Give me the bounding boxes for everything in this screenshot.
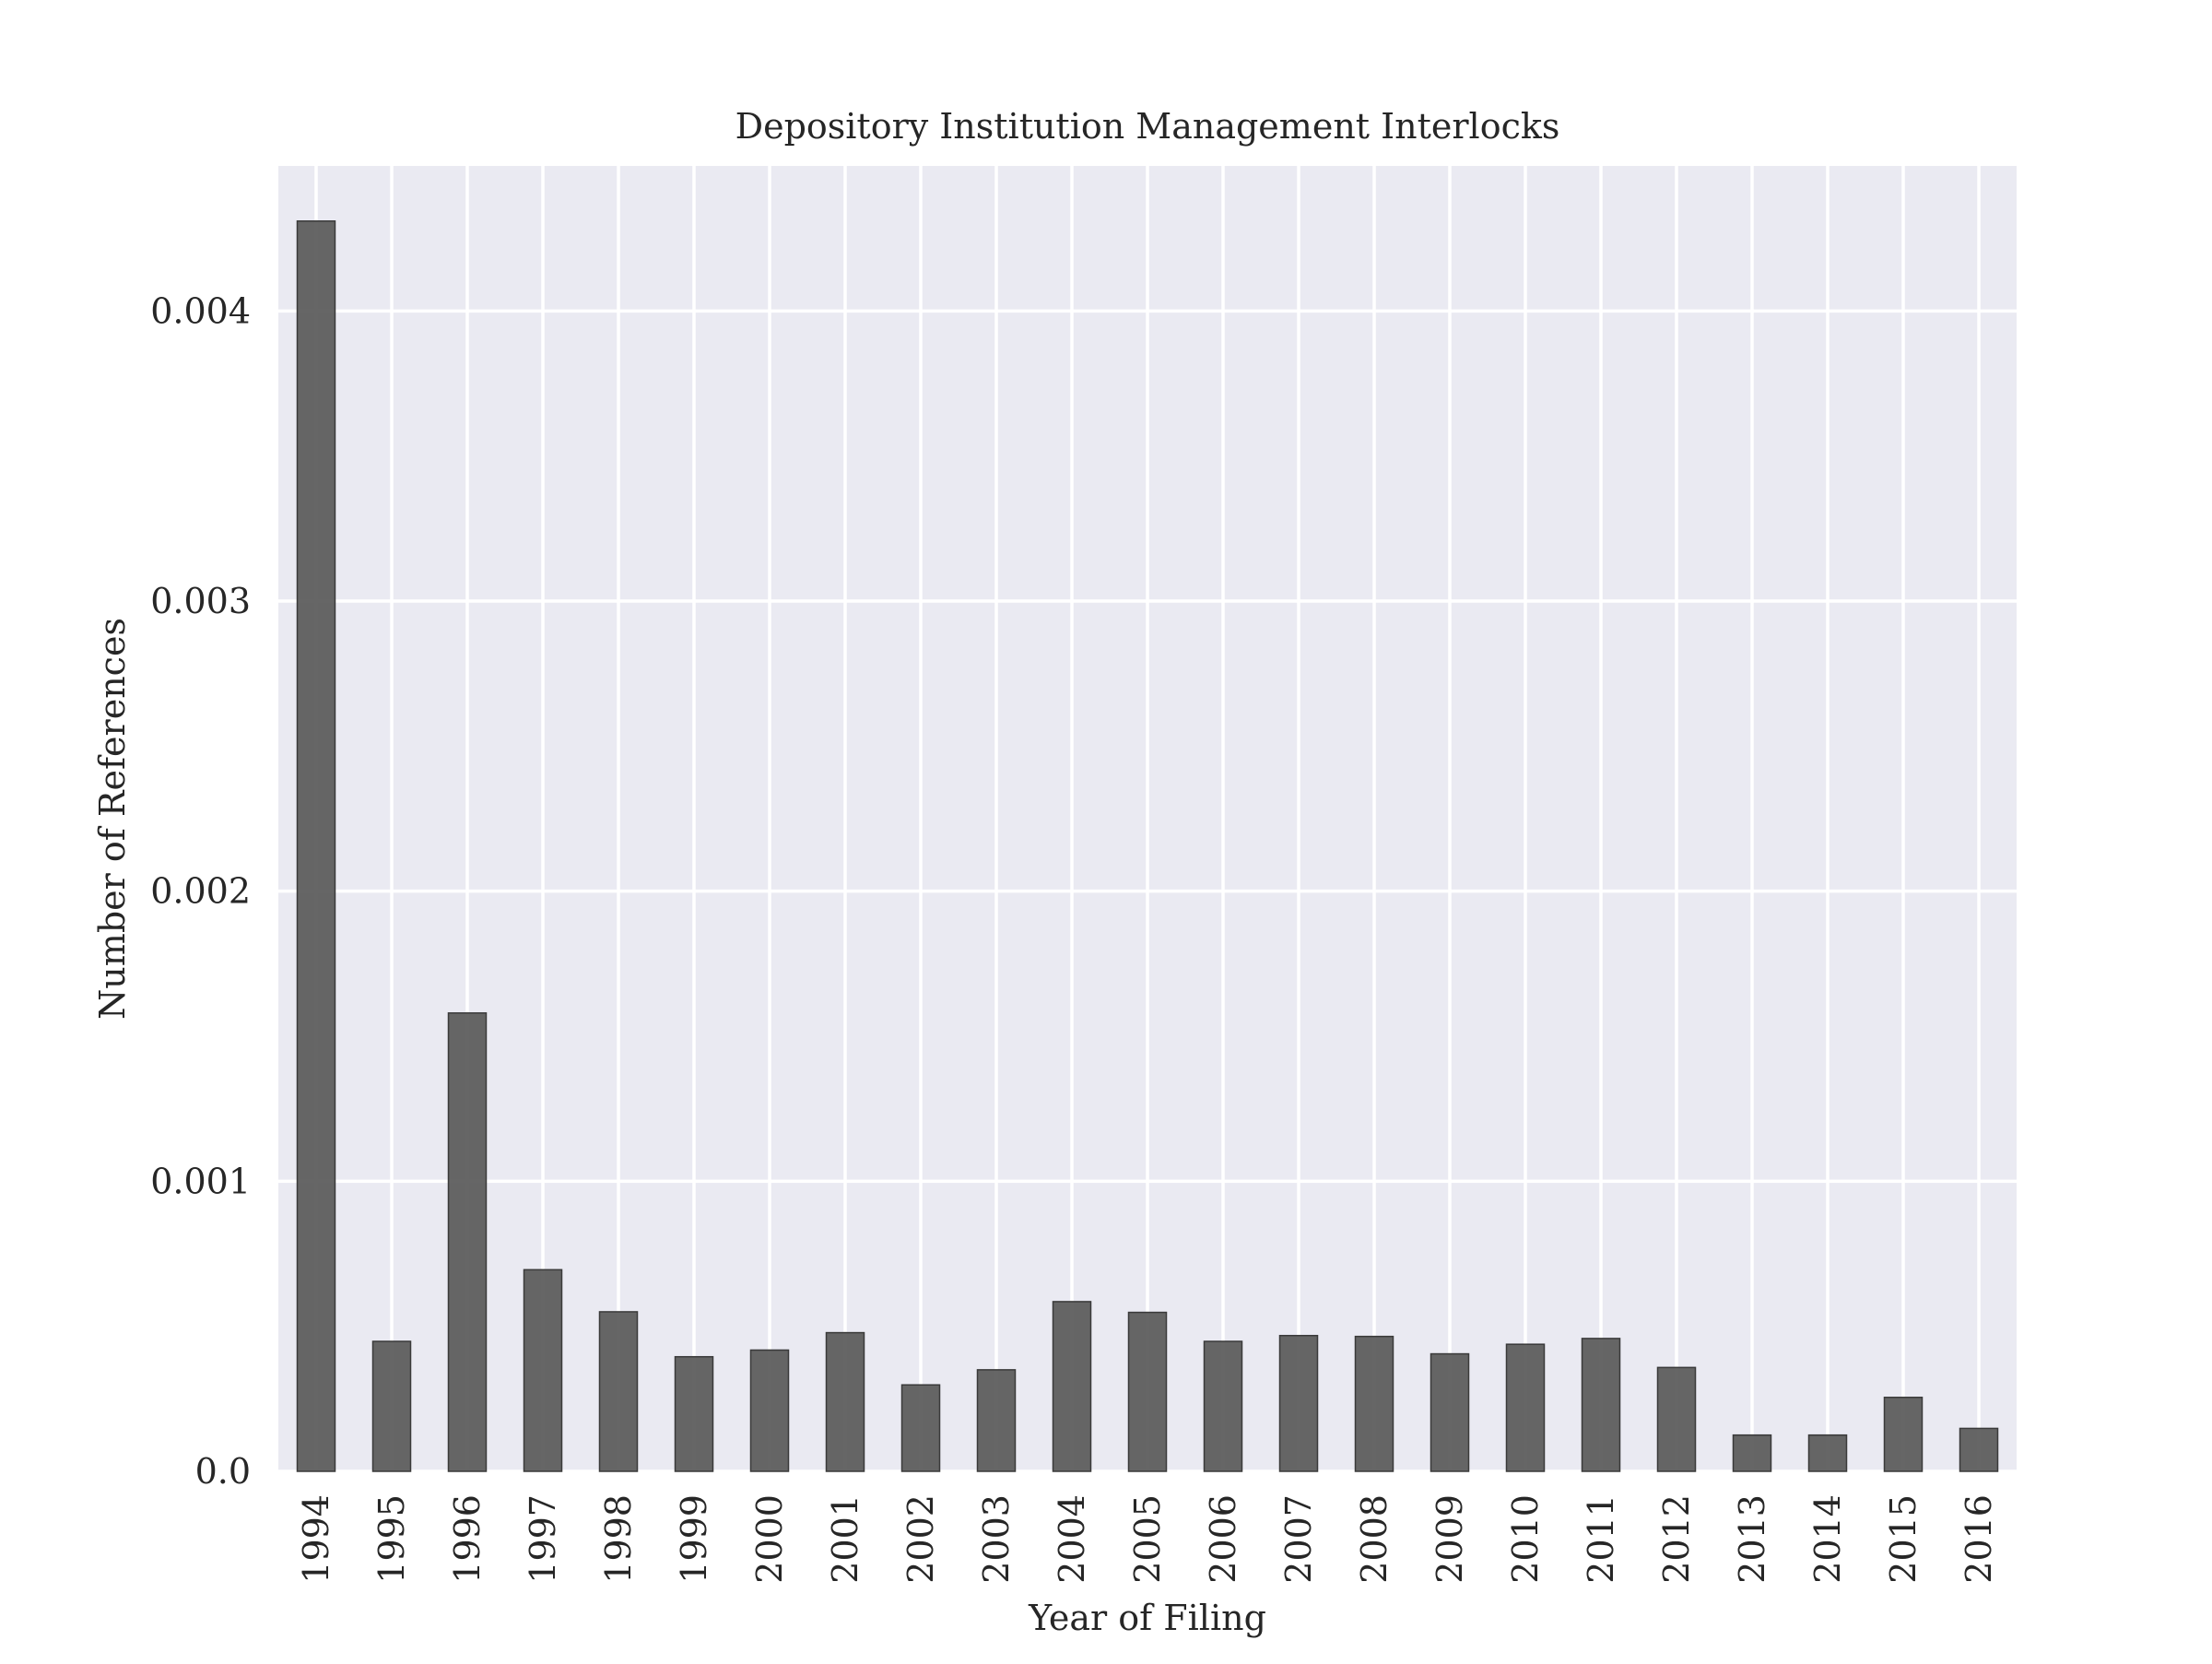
- x-tick-labels: 1994 1995 1996 1997 1998 1999 2000 2001 2002 2003…: [296, 1494, 1999, 1584]
- x-tick-label: 2010: [1505, 1494, 1546, 1584]
- bar-2003: [976, 1369, 1017, 1472]
- x-tick-label: 2015: [1883, 1494, 1924, 1584]
- x-tick-label: 1996: [447, 1494, 488, 1584]
- bar-1999: [674, 1355, 714, 1472]
- bar-1996: [447, 1012, 488, 1472]
- x-tick-label: 2005: [1127, 1494, 1168, 1584]
- x-tick-label: 1994: [296, 1494, 336, 1584]
- bar-2005: [1127, 1311, 1168, 1472]
- x-tick-label: 2007: [1278, 1494, 1319, 1584]
- bar-2012: [1656, 1366, 1697, 1472]
- x-tick-label: 2001: [825, 1494, 865, 1584]
- y-tick-label: 0.004: [150, 290, 251, 331]
- x-axis-label: Year of Filing: [1028, 1598, 1266, 1638]
- x-tick-label: 2016: [1959, 1494, 1999, 1584]
- chart-title: Depository Institution Management Interl…: [735, 106, 1560, 147]
- bar-2000: [749, 1349, 790, 1472]
- bar-2004: [1052, 1301, 1092, 1472]
- bar-2001: [825, 1331, 865, 1472]
- x-tick-label: 1995: [371, 1494, 412, 1584]
- y-axis-label: Number of References: [92, 618, 133, 1020]
- y-tick-label: 0.0: [195, 1451, 251, 1492]
- x-tick-label: 2004: [1052, 1494, 1092, 1584]
- y-tick-label: 0.002: [150, 871, 251, 912]
- bar-2007: [1278, 1334, 1319, 1472]
- x-tick-label: 1999: [674, 1494, 714, 1584]
- x-tick-label: 1997: [523, 1494, 563, 1584]
- bar-2009: [1430, 1352, 1470, 1472]
- x-tick-label: 2009: [1430, 1494, 1470, 1584]
- bar-2006: [1203, 1340, 1243, 1472]
- x-tick-label: 2014: [1807, 1494, 1848, 1584]
- bar-2014: [1807, 1434, 1848, 1472]
- x-tick-label: 2008: [1354, 1494, 1394, 1584]
- bar-2015: [1883, 1397, 1924, 1472]
- x-tick-label: 2011: [1581, 1494, 1621, 1584]
- x-tick-label: 2006: [1203, 1494, 1243, 1584]
- x-tick-label: 2003: [976, 1494, 1017, 1584]
- x-tick-label: 2013: [1732, 1494, 1772, 1584]
- grid: [278, 166, 2017, 1473]
- x-tick-label: 2000: [749, 1494, 790, 1584]
- y-tick-label: 0.003: [150, 581, 251, 621]
- bar-2002: [900, 1384, 941, 1472]
- bar-2011: [1581, 1338, 1621, 1472]
- bar-2016: [1959, 1427, 1999, 1472]
- bar-2010: [1505, 1343, 1546, 1472]
- bar-1997: [523, 1269, 563, 1472]
- bar-1995: [371, 1340, 412, 1472]
- y-tick-label: 0.001: [150, 1161, 251, 1201]
- bar-2008: [1354, 1335, 1394, 1472]
- x-tick-label: 1998: [598, 1494, 639, 1584]
- y-tick-labels: 0.0 0.001 0.002 0.003 0.004: [150, 290, 251, 1492]
- x-tick-label: 2012: [1656, 1494, 1697, 1584]
- bar-1994: [296, 220, 336, 1472]
- x-tick-label: 2002: [900, 1494, 941, 1584]
- bar-1998: [598, 1311, 639, 1472]
- bars: [296, 220, 1999, 1472]
- bar-2013: [1732, 1434, 1772, 1472]
